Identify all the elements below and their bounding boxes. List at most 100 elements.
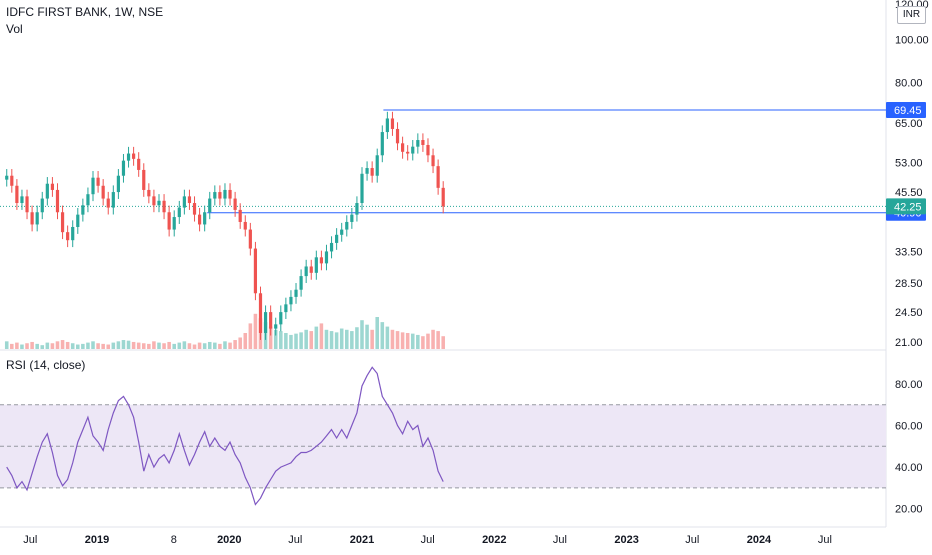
price-tick-label: 53.00 <box>895 157 923 169</box>
volume-bar <box>116 341 121 349</box>
candle-body <box>172 217 176 230</box>
currency-badge[interactable]: INR <box>897 6 926 24</box>
volume-bar <box>20 344 24 349</box>
candle-body <box>81 205 85 215</box>
candle-body <box>299 276 303 290</box>
time-tick-label: Jul <box>553 534 567 546</box>
candle-body <box>274 324 278 329</box>
volume-bar <box>162 343 166 349</box>
candle-body <box>25 196 29 213</box>
symbol-title: IDFC FIRST BANK, 1W, NSE <box>6 5 164 19</box>
candle-body <box>309 266 313 273</box>
volume-bar <box>273 329 278 349</box>
candle-body <box>243 221 247 230</box>
time-tick-label: 2019 <box>85 534 109 546</box>
volume-bar <box>314 326 319 349</box>
candlestick-series <box>5 111 445 340</box>
volume-bar <box>400 332 405 349</box>
volume-bar <box>167 341 171 349</box>
candle-body <box>35 212 39 225</box>
price-tick-label: 45.50 <box>895 187 923 199</box>
candle-body <box>203 212 207 225</box>
volume-bar <box>177 342 182 349</box>
candle-body <box>329 242 334 252</box>
volume-bar <box>253 313 258 349</box>
volume-bar <box>131 341 136 349</box>
candle-body <box>15 185 19 204</box>
rsi-tick-label: 60.00 <box>895 420 923 432</box>
volume-bar <box>339 328 344 349</box>
volume-bar <box>380 322 385 349</box>
horizontal-lines <box>0 109 886 214</box>
candle-body <box>335 234 339 243</box>
time-tick-label: Jul <box>288 534 302 546</box>
candle-body <box>157 200 161 206</box>
candle-body <box>395 128 400 144</box>
volume-bar <box>213 342 217 349</box>
price-tag-label: 69.45 <box>894 105 922 117</box>
candle-body <box>345 221 349 230</box>
volume-bar <box>243 333 248 349</box>
volume-bar <box>121 340 126 349</box>
volume-bar <box>248 323 253 349</box>
volume-bar <box>106 344 111 349</box>
time-tick-label: 2024 <box>747 534 772 546</box>
candle-body <box>294 289 298 297</box>
candle-body <box>106 198 110 208</box>
volume-bar <box>309 331 314 349</box>
candle-body <box>137 158 141 170</box>
candle-body <box>380 132 384 156</box>
volume-bar <box>390 329 395 349</box>
volume-bar <box>202 343 207 349</box>
volume-bar <box>284 333 288 349</box>
price-tick-label: 28.50 <box>895 278 923 290</box>
volume-bar <box>60 340 65 349</box>
time-tick-label: Jul <box>421 534 435 546</box>
time-tick-label: Jul <box>818 534 832 546</box>
price-tick-label: 120.00 <box>895 0 929 11</box>
price-tag <box>886 102 926 119</box>
volume-bar <box>126 340 131 349</box>
volume-bar <box>375 317 380 349</box>
volume-bar <box>405 333 410 349</box>
candle-body <box>228 189 232 199</box>
candle-body <box>365 168 369 174</box>
candle-body <box>213 192 217 199</box>
volume-bar <box>70 343 75 349</box>
candle-body <box>101 185 105 199</box>
volume-bar <box>147 343 151 349</box>
candle-body <box>71 226 75 241</box>
volume-bar <box>86 342 90 349</box>
candle-body <box>126 153 131 161</box>
volume-bar <box>187 343 192 349</box>
volume-bar <box>304 329 308 349</box>
candle-body <box>208 198 212 213</box>
candle-body <box>350 214 354 222</box>
candle-body <box>218 192 222 199</box>
candle-body <box>370 168 374 176</box>
candle-body <box>91 177 95 195</box>
volume-bar <box>416 334 420 349</box>
axes: 120.00 100.00 80.00 65.00 53.00 45.50 33.50 28.… <box>23 0 928 546</box>
candle-body <box>314 257 318 273</box>
volume-bar <box>370 329 374 349</box>
volume-bar <box>324 329 329 349</box>
volume-bar <box>279 331 283 349</box>
candle-body <box>426 144 430 156</box>
volume-bar <box>182 341 187 349</box>
volume-bar <box>172 343 176 349</box>
rsi-tick-label: 40.00 <box>895 462 923 474</box>
candle-body <box>152 196 156 206</box>
candle-body <box>233 198 237 210</box>
candle-body <box>45 183 49 199</box>
volume-bar <box>101 343 105 349</box>
candle-body <box>375 155 379 176</box>
candle-body <box>304 266 308 277</box>
volume-bar <box>218 343 222 349</box>
candle-body <box>390 118 395 129</box>
candle-body <box>238 209 242 222</box>
volume-bar <box>350 331 354 349</box>
price-tick-label: 24.50 <box>895 307 923 319</box>
volume-bar <box>15 342 19 349</box>
